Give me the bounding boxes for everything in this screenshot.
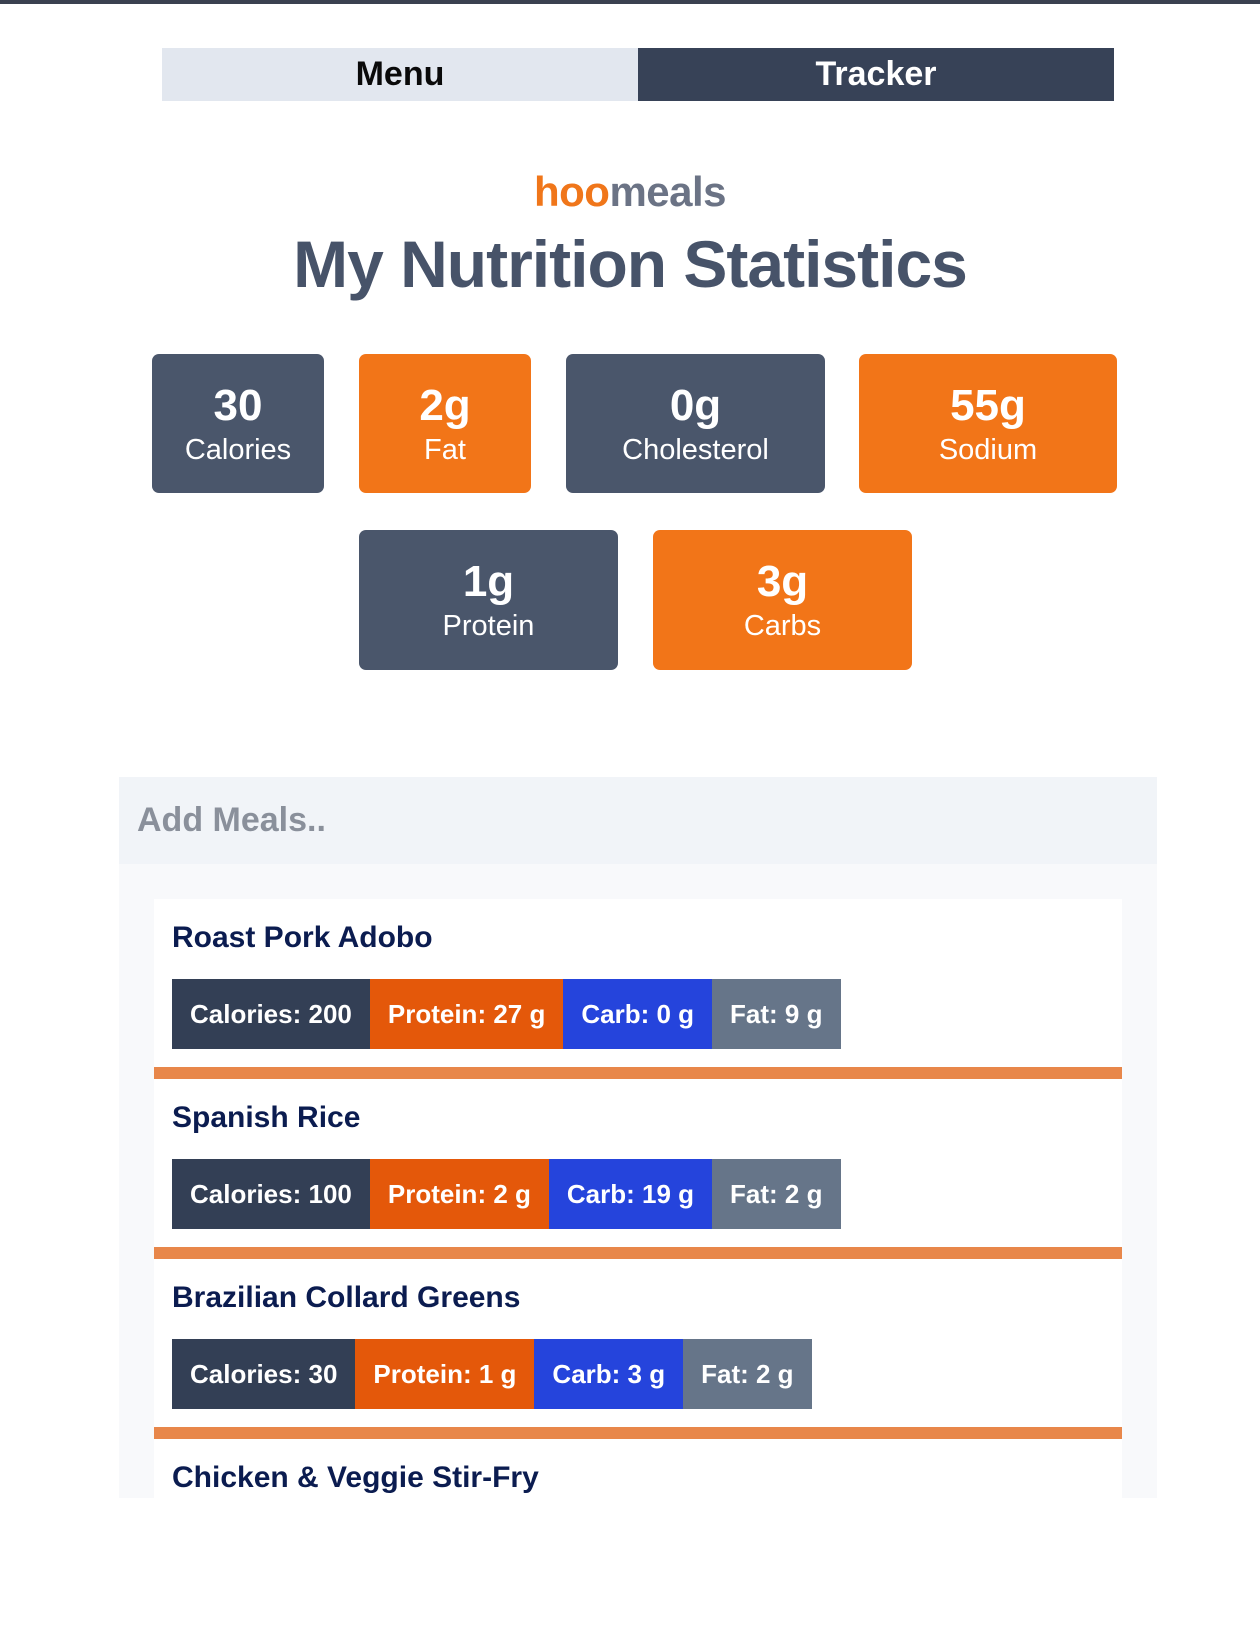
- stat-card-protein: 1g Protein: [359, 530, 618, 670]
- stat-card-carbs: 3g Carbs: [653, 530, 912, 670]
- stat-label: Cholesterol: [622, 433, 769, 466]
- tab-tracker[interactable]: Tracker: [638, 48, 1114, 101]
- stat-value: 3g: [756, 557, 809, 606]
- stat-card-fat: 2g Fat: [359, 354, 531, 493]
- meal-item[interactable]: Roast Pork Adobo Calories: 200 Protein: …: [154, 899, 1122, 1079]
- carb-chip: Carb: 3 g: [534, 1339, 684, 1409]
- nutrition-chips: Calories: 200 Protein: 27 g Carb: 0 g Fa…: [172, 979, 841, 1049]
- add-meals-panel: Add Meals.. Roast Pork Adobo Calories: 2…: [119, 777, 1157, 1498]
- meal-divider: [154, 1427, 1122, 1439]
- calories-chip: Calories: 30: [172, 1339, 356, 1409]
- stat-label: Sodium: [938, 433, 1038, 466]
- add-meals-title: Add Meals..: [137, 801, 326, 839]
- stat-card-calories: 30 Calories: [152, 354, 324, 493]
- meal-name: Brazilian Collard Greens: [172, 1281, 521, 1314]
- meal-divider: [154, 1247, 1122, 1259]
- protein-chip: Protein: 27 g: [369, 979, 564, 1049]
- fat-chip: Fat: 2 g: [712, 1159, 841, 1229]
- page-title: My Nutrition Statistics: [293, 227, 968, 301]
- top-border: [0, 0, 1260, 4]
- tab-bar: Menu Tracker: [162, 48, 1114, 101]
- tab-menu[interactable]: Menu: [162, 48, 638, 101]
- add-meals-header: Add Meals..: [119, 777, 1157, 864]
- protein-chip: Protein: 2 g: [369, 1159, 549, 1229]
- brand-logo: hoomeals: [0, 168, 1260, 216]
- stat-label: Protein: [442, 610, 535, 642]
- carb-chip: Carb: 19 g: [548, 1159, 713, 1229]
- stat-card-sodium: 55g Sodium: [859, 354, 1117, 493]
- meal-name: Spanish Rice: [172, 1101, 361, 1134]
- protein-chip: Protein: 1 g: [355, 1339, 535, 1409]
- stat-value: 2g: [419, 380, 471, 430]
- fat-chip: Fat: 2 g: [683, 1339, 812, 1409]
- stat-value: 55g: [950, 380, 1026, 430]
- brand-part-2: meals: [609, 168, 727, 215]
- meal-item[interactable]: Brazilian Collard Greens Calories: 30 Pr…: [154, 1259, 1122, 1439]
- carb-chip: Carb: 0 g: [563, 979, 713, 1049]
- nutrition-chips: Calories: 30 Protein: 1 g Carb: 3 g Fat:…: [172, 1339, 812, 1409]
- meal-name: Chicken & Veggie Stir-Fry: [172, 1461, 539, 1494]
- brand-part-1: hoo: [533, 168, 610, 215]
- stat-label: Calories: [184, 433, 292, 466]
- fat-chip: Fat: 9 g: [712, 979, 841, 1049]
- stat-label: Fat: [424, 433, 466, 466]
- stat-value: 0g: [669, 380, 722, 430]
- calories-chip: Calories: 200: [172, 979, 370, 1049]
- nutrition-chips: Calories: 100 Protein: 2 g Carb: 19 g Fa…: [172, 1159, 841, 1229]
- stat-card-cholesterol: 0g Cholesterol: [566, 354, 825, 493]
- meal-name: Roast Pork Adobo: [172, 921, 433, 954]
- meal-item[interactable]: Chicken & Veggie Stir-Fry: [154, 1439, 1122, 1498]
- meal-divider: [154, 1067, 1122, 1079]
- stat-value: 1g: [462, 557, 515, 606]
- stat-label: Carbs: [743, 610, 822, 642]
- calories-chip: Calories: 100: [172, 1159, 370, 1229]
- meal-item[interactable]: Spanish Rice Calories: 100 Protein: 2 g …: [154, 1079, 1122, 1259]
- stat-value: 30: [213, 380, 263, 430]
